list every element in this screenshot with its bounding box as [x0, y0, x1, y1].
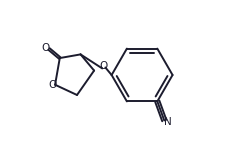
Text: O: O — [41, 43, 50, 53]
Text: N: N — [164, 117, 172, 127]
Text: O: O — [99, 61, 107, 71]
Text: O: O — [48, 80, 56, 90]
